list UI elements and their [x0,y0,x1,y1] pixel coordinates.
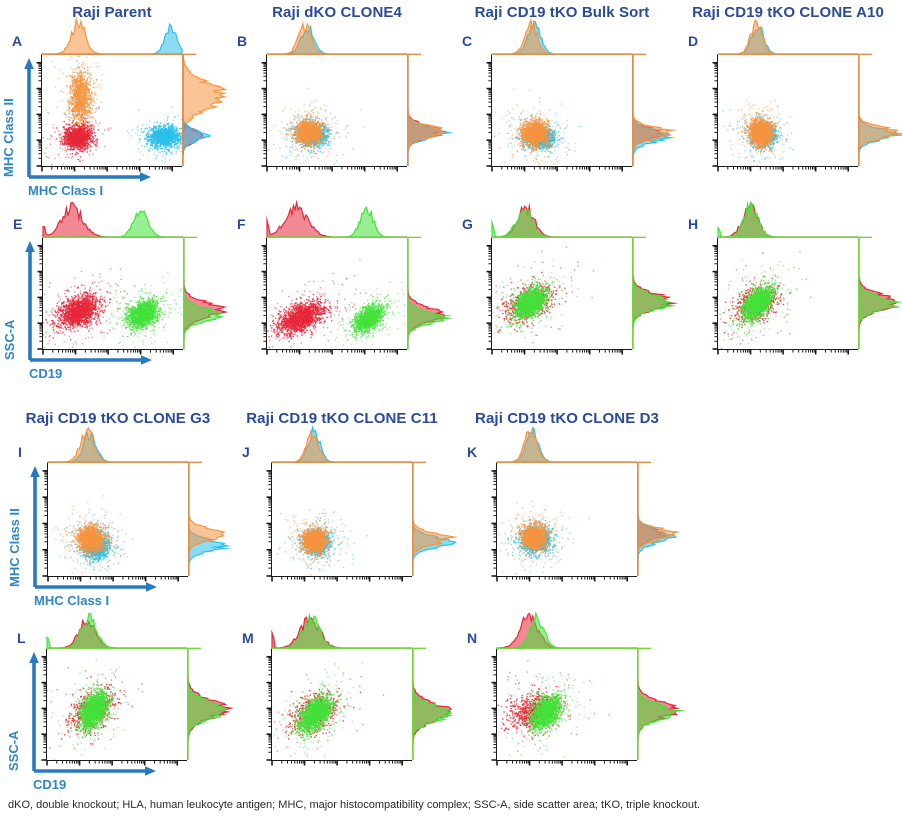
y-axis-label-I: MHC Class II [7,508,22,587]
x-axis-label-I: MHC Class I [34,593,110,608]
panel-letter-B: B [237,33,248,49]
panel-letter-I: I [18,444,22,460]
panel-title-D: Raji CD19 tKO CLONE A10 [692,4,884,21]
panel-letter-D: D [688,33,699,49]
panel-letter-M: M [242,630,254,646]
panel-letter-G: G [462,216,473,232]
y-axis-label-A: MHC Class II [1,98,16,177]
panel-letter-N: N [467,630,478,646]
axis-arrows-icon [24,58,151,182]
panel-letter-L: L [17,630,26,646]
x-axis-label-E: CD19 [29,366,63,381]
y-axis-label-E: SSC-A [2,319,17,360]
axis-arrows-icon [25,241,152,365]
panel-letter-K: K [467,444,478,460]
panel-title-J: Raji CD19 tKO CLONE C11 [246,410,438,427]
panel-letter-A: A [12,33,23,49]
panel-title-A: Raji Parent [72,4,152,21]
y-axis-label-L: SSC-A [6,730,21,771]
panel-title-B: Raji dKO CLONE4 [272,4,402,21]
x-axis-label-A: MHC Class I [28,183,104,198]
panel-title-K: Raji CD19 tKO CLONE D3 [475,410,659,427]
x-axis-label-L: CD19 [33,777,67,792]
axis-arrows-icon [30,466,157,592]
panel-title-I: Raji CD19 tKO CLONE G3 [25,410,211,427]
panel-letter-J: J [242,444,250,460]
panel-letter-C: C [462,33,473,49]
figure-footnote: dKO, double knockout; HLA, human leukocy… [8,799,701,811]
panel-title-C: Raji CD19 tKO Bulk Sort [474,4,650,21]
axis-arrows-icon [29,652,156,776]
panel-letter-F: F [237,216,246,232]
panel-letter-E: E [13,216,23,232]
panel-letter-H: H [688,216,699,232]
